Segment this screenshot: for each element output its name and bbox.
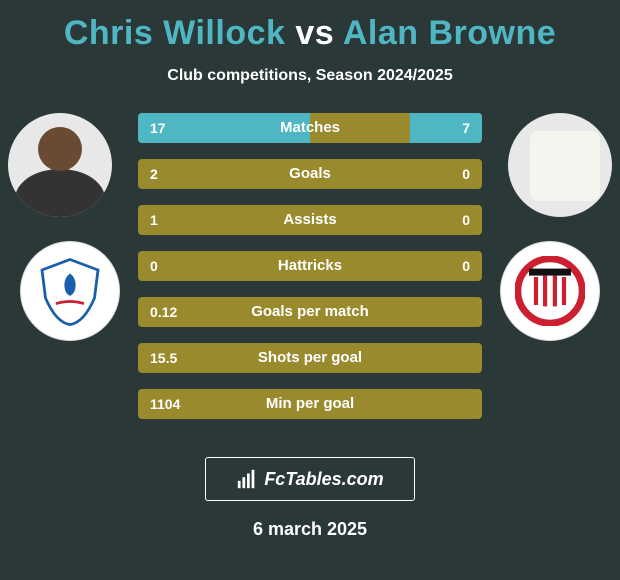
stat-label: Matches: [138, 113, 482, 143]
stat-rows: 17Matches72Goals01Assists00Hattricks00.1…: [138, 113, 482, 435]
club-right-badge: [500, 241, 600, 341]
stat-row: 15.5Shots per goal: [138, 343, 482, 373]
player-right-avatar: [508, 113, 612, 217]
subtitle: Club competitions, Season 2024/2025: [0, 67, 620, 85]
avatar-head-shape: [38, 127, 82, 171]
page-title: Chris Willock vs Alan Browne: [0, 14, 620, 53]
stat-label: Goals: [138, 159, 482, 189]
stat-label: Shots per goal: [138, 343, 482, 373]
date-text: 6 march 2025: [0, 519, 620, 540]
player-left-name: Chris Willock: [64, 14, 286, 52]
stat-row: 1Assists0: [138, 205, 482, 235]
stat-row: 0Hattricks0: [138, 251, 482, 281]
stat-row: 0.12Goals per match: [138, 297, 482, 327]
club-left-badge: [20, 241, 120, 341]
stat-value-right: 0: [462, 205, 470, 235]
player-right-name: Alan Browne: [343, 14, 556, 52]
brand-text: FcTables.com: [264, 469, 383, 490]
stat-label: Min per goal: [138, 389, 482, 419]
player-left-avatar: [8, 113, 112, 217]
comparison-card: Chris Willock vs Alan Browne Club compet…: [0, 0, 620, 580]
stat-value-right: 0: [462, 251, 470, 281]
stat-row: 17Matches7: [138, 113, 482, 143]
stat-row: 2Goals0: [138, 159, 482, 189]
title-vs: vs: [285, 14, 342, 52]
stat-label: Assists: [138, 205, 482, 235]
avatar-shirt-shape: [530, 131, 600, 201]
crest-icon: [515, 256, 585, 326]
stat-row: 1104Min per goal: [138, 389, 482, 419]
avatar-body-shape: [15, 169, 105, 217]
content-area: 17Matches72Goals01Assists00Hattricks00.1…: [0, 113, 620, 443]
brand-badge: FcTables.com: [205, 457, 415, 501]
shield-icon: [35, 256, 105, 326]
stat-value-right: 0: [462, 159, 470, 189]
stat-label: Hattricks: [138, 251, 482, 281]
stat-value-right: 7: [462, 113, 470, 143]
chart-icon: [236, 468, 258, 490]
stat-label: Goals per match: [138, 297, 482, 327]
